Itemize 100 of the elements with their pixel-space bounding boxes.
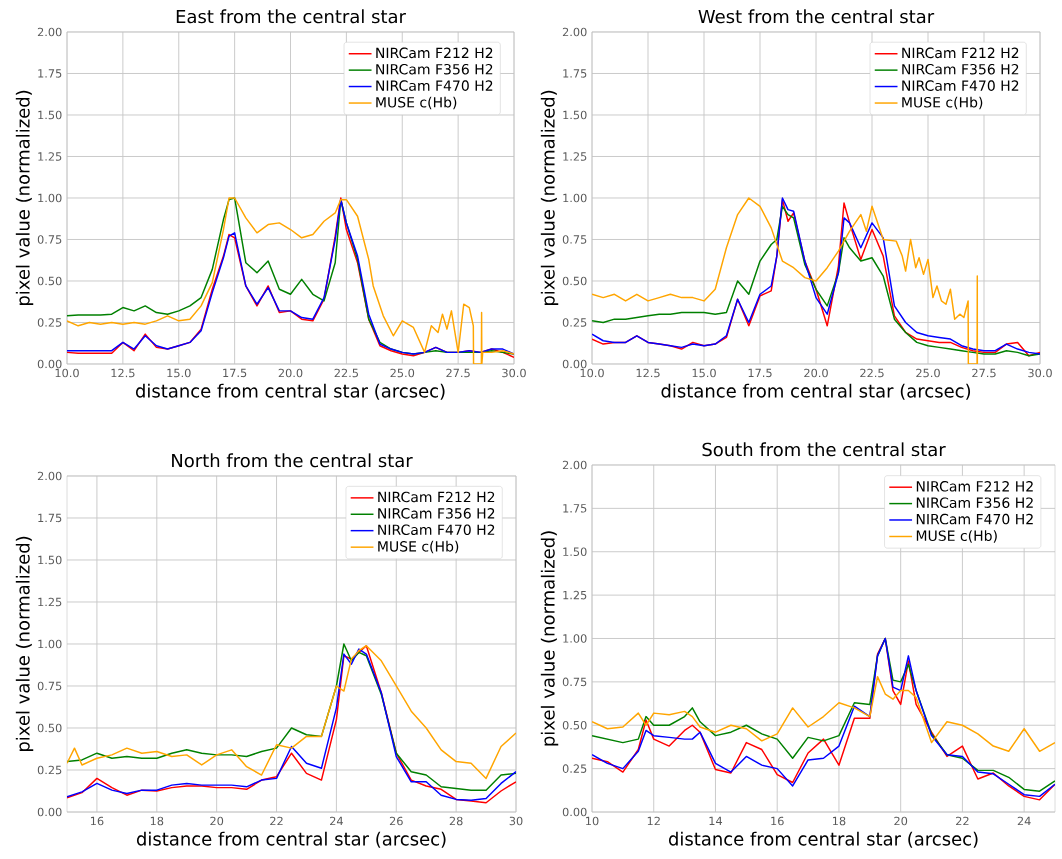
x-tick-label: 25.0 [390,368,415,378]
x-tick-label: 14 [709,816,723,825]
y-tick-label: 1.25 [38,597,62,607]
x-axis-title: distance from central star (arcsec) [135,383,445,400]
y-tick-label: 1.75 [38,69,62,78]
x-tick-label: 10.0 [580,368,604,378]
y-tick-label: 2.00 [562,460,587,470]
y-tick-label: 1.75 [38,513,62,523]
y-tick-label: 0.00 [37,807,62,817]
y-tick-label: 0.75 [562,677,587,687]
x-tick-label: 25.0 [916,368,940,378]
y-tick-label: 1.50 [563,110,587,120]
y-tick-label: 0.50 [37,276,62,286]
x-tick-label: 22 [956,816,969,826]
y-tick-label: 0.25 [37,765,62,775]
x-tick-label: 20 [894,816,908,826]
legend-label: NIRCam F356 H2 [376,63,493,75]
legend-label: NIRCam F356 H2 [378,508,495,519]
legend-label: MUSE c(Hb) [902,96,983,110]
x-tick-label: 28 [449,816,463,826]
x-tick-label: 24 [330,816,343,826]
x-tick-label: 24 [1017,816,1031,826]
y-tick-label: 1.00 [563,634,587,643]
y-tick-label: 0.75 [562,235,587,244]
y-tick-label: 1.00 [38,193,62,203]
x-tick-label: 27.5 [972,368,996,378]
legend-label: NIRCam F356 H2 [902,63,1019,75]
line-series [592,197,979,364]
x-tick-label: 20 [210,816,224,826]
legend-label: NIRCam F470 H2 [916,513,1033,525]
y-axis-title: pixel value (normalized) [540,531,559,746]
y-tick-label: 1.00 [563,193,587,203]
y-tick-label: 1.00 [38,639,62,649]
x-tick-label: 27.5 [446,368,470,378]
x-tick-label: 17.5 [223,368,247,378]
x-tick-label: 10.0 [55,368,79,378]
x-axis-title: distance from central star (arcsec) [136,831,446,848]
y-tick-label: 1.25 [563,152,587,161]
x-tick-label: 12 [647,816,660,826]
x-tick-label: 26 [389,816,403,826]
chart-title: East from the central star [176,9,406,24]
x-tick-label: 22.5 [860,368,884,378]
x-axis-title: distance from central star (arcsec) [668,831,978,848]
chart-title: North from the central star [172,453,413,468]
x-tick-label: 30.0 [502,368,526,378]
legend-label: MUSE c(Hb) [378,540,459,554]
x-tick-label: 15.0 [167,368,191,378]
y-tick-label: 0.50 [562,720,587,730]
y-tick-label: 2.00 [37,471,62,481]
y-tick-label: 1.25 [563,590,587,600]
legend-label: NIRCam F212 H2 [916,481,1033,492]
x-tick-label: 16 [90,816,104,826]
x-tick-label: 15.0 [692,368,716,378]
y-tick-label: 0.00 [562,807,587,817]
y-tick-label: 2.00 [37,27,62,37]
y-tick-label: 1.75 [563,69,587,78]
legend-label: NIRCam F212 H2 [902,47,1019,59]
x-tick-label: 20.0 [804,368,828,378]
y-tick-label: 1.50 [38,110,62,120]
x-tick-label: 30 [509,816,523,826]
y-tick-label: 2.00 [562,27,587,37]
x-tick-label: 22 [270,816,283,826]
x-tick-label: 12.5 [111,368,135,378]
y-tick-label: 0.50 [562,276,587,286]
legend-label: NIRCam F470 H2 [902,80,1019,91]
y-tick-label: 0.25 [37,318,62,327]
x-tick-label: 12.5 [636,368,660,378]
y-tick-label: 0.50 [37,723,62,733]
y-tick-label: 0.25 [562,318,587,327]
legend-label: NIRCam F470 H2 [376,80,493,91]
chart-title: West from the central star [698,9,935,24]
y-tick-label: 1.50 [38,555,62,565]
x-tick-label: 20.0 [278,368,303,378]
x-tick-label: 22.5 [334,368,358,378]
x-tick-label: 18 [832,816,846,826]
legend-label: NIRCam F212 H2 [378,491,495,503]
y-tick-label: 0.25 [562,764,587,773]
y-tick-label: 0.00 [37,359,62,369]
x-tick-label: 10 [586,816,599,826]
legend-label: NIRCam F356 H2 [916,497,1033,508]
x-tick-label: 18 [150,816,164,826]
chart-title: South from the central star [702,442,946,457]
line-series [592,675,1056,753]
y-tick-label: 1.25 [38,152,62,161]
y-tick-label: 1.50 [563,547,587,557]
y-tick-label: 0.00 [562,359,587,369]
x-tick-label: 16 [771,816,784,826]
legend-label: NIRCam F212 H2 [376,47,493,59]
x-tick-label: 30.0 [1028,368,1052,378]
y-tick-label: 1.75 [563,504,587,513]
legend-label: MUSE c(Hb) [916,530,997,543]
y-axis-title: pixel value (normalized) [540,90,559,305]
y-axis-title: pixel value (normalized) [15,90,34,305]
y-axis-title: pixel value (normalized) [15,536,34,751]
y-tick-label: 0.75 [37,235,62,244]
legend-label: MUSE c(Hb) [376,96,457,110]
x-tick-label: 17.5 [748,368,772,378]
y-tick-label: 0.75 [37,681,62,691]
x-axis-title: distance from central star (arcsec) [661,383,971,400]
legend-label: NIRCam F470 H2 [378,524,495,536]
